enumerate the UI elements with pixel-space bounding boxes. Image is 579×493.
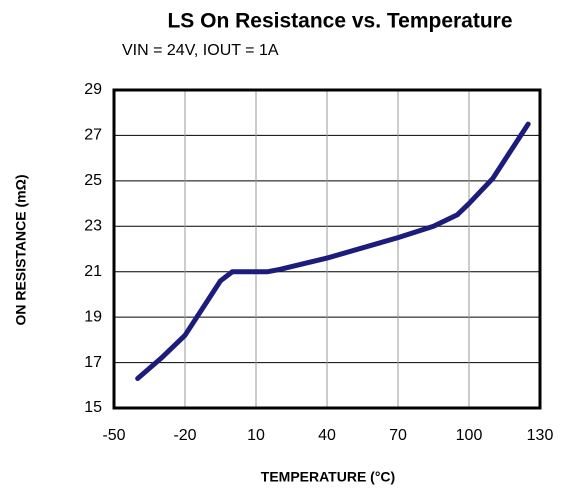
chart-title: LS On Resistance vs. Temperature	[167, 10, 512, 33]
x-tick-label: 100	[456, 427, 483, 444]
x-tick-label: 40	[318, 427, 336, 444]
y-axis-label: ON RESISTANCE (mΩ)	[13, 175, 29, 326]
y-tick-label: 29	[84, 81, 102, 98]
chart-subtitle: VIN = 24V, IOUT = 1A	[122, 42, 279, 59]
x-tick-label: 10	[247, 427, 265, 444]
x-tick-label: 70	[389, 427, 407, 444]
y-tick-label: 23	[84, 218, 102, 235]
y-tick-label: 27	[84, 127, 102, 144]
y-tick-label: 19	[84, 308, 102, 325]
y-tick-label: 21	[84, 263, 102, 280]
plot-border	[112, 88, 542, 410]
y-tick-label: 25	[84, 172, 102, 189]
data-line	[135, 121, 531, 381]
x-tick-label: -50	[102, 427, 125, 444]
x-tick-label: 130	[527, 427, 554, 444]
x-axis-label: TEMPERATURE (°C)	[261, 469, 395, 485]
x-tick-label: -20	[173, 427, 196, 444]
y-tick-label: 17	[84, 354, 102, 371]
y-tick-label: 15	[84, 399, 102, 416]
